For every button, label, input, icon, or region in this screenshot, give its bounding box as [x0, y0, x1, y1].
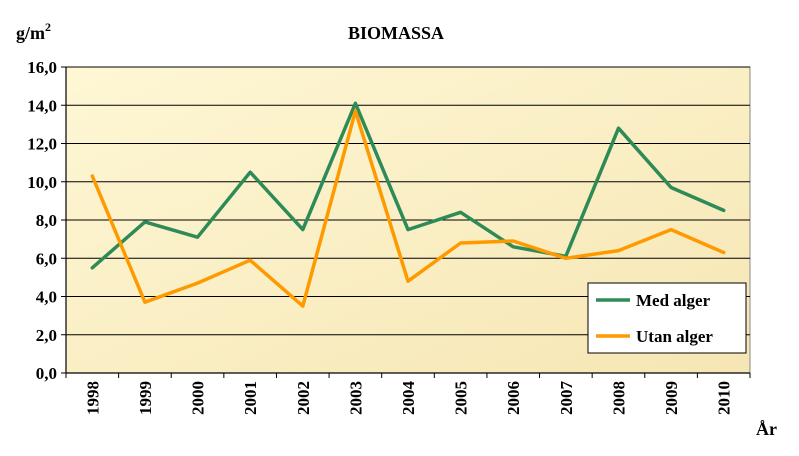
x-tick-label: 2009 — [662, 381, 681, 415]
y-tick-label: 0,0 — [36, 364, 57, 383]
x-tick-label: 2006 — [504, 381, 523, 415]
x-tick-label: 2008 — [609, 381, 628, 415]
legend-label-utan-alger: Utan alger — [636, 327, 713, 346]
series-line-utan-alger — [90, 109, 726, 308]
y-tick-label: 16,0 — [27, 58, 57, 77]
y-tick-label: 8,0 — [36, 211, 57, 230]
x-tick-label: 2001 — [241, 381, 260, 415]
y-tick-label: 10,0 — [27, 173, 57, 192]
x-tick-label: 2004 — [399, 381, 418, 416]
x-tick-label: 2005 — [452, 381, 471, 415]
y-tick-label: 12,0 — [27, 135, 57, 154]
y-tick-label: 2,0 — [36, 326, 57, 345]
y-tick-label: 6,0 — [36, 249, 57, 268]
x-tick-label: 1998 — [83, 381, 102, 415]
x-axis-label: År — [756, 419, 777, 439]
legend-label-med-alger: Med alger — [636, 291, 711, 310]
series-line-med-alger — [90, 101, 726, 270]
x-tick-label: 2000 — [189, 381, 208, 415]
y-tick-label: 14,0 — [27, 96, 57, 115]
x-tick-label: 2007 — [557, 381, 576, 416]
y-tick-label: 4,0 — [36, 288, 57, 307]
legend: Med alger Utan alger — [587, 282, 747, 354]
y-axis-label: g/m2 — [16, 20, 51, 43]
x-tick-label: 1999 — [136, 381, 155, 415]
x-tick-label: 2002 — [294, 381, 313, 415]
chart-title: BIOMASSA — [348, 23, 444, 43]
x-tick-label: 2010 — [715, 381, 734, 415]
series-lines — [90, 101, 726, 308]
axes: 0,0 2,0 4,0 6,0 8,0 10,0 12,0 14,0 16,0 1998 1999 2… — [27, 58, 751, 416]
legend-box — [587, 282, 747, 354]
x-tick-label: 2003 — [346, 381, 365, 415]
